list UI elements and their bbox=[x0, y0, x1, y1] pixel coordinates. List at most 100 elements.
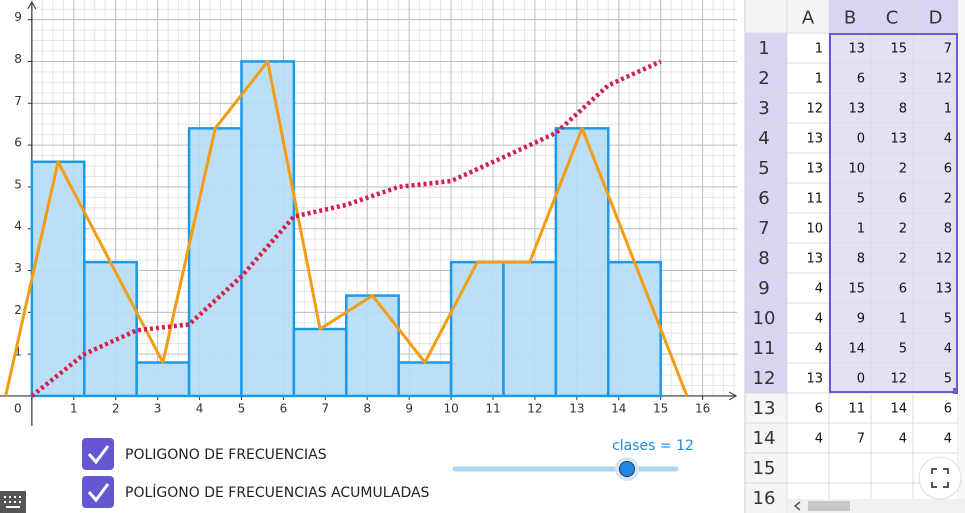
column-header-selected bbox=[829, 0, 958, 33]
cell: 12 bbox=[890, 372, 907, 387]
histogram-bar bbox=[135, 361, 191, 398]
slider-label: clases = 12 bbox=[612, 438, 694, 454]
cell: 2 bbox=[944, 192, 952, 207]
cell: 1 bbox=[899, 312, 907, 327]
row-header-bg bbox=[745, 303, 787, 333]
x-tick-label: 12 bbox=[527, 401, 542, 415]
row-header-bg bbox=[745, 183, 787, 213]
cell: 5 bbox=[899, 342, 907, 357]
y-tick-label: 1 bbox=[14, 345, 22, 359]
cell: 5 bbox=[944, 372, 952, 387]
row-header-bg bbox=[745, 93, 787, 123]
cell: 12 bbox=[935, 252, 952, 267]
row-header: 8 bbox=[758, 248, 769, 269]
slider-knob[interactable] bbox=[619, 461, 635, 477]
x-tick-label: 8 bbox=[363, 401, 371, 415]
x-tick-label: 9 bbox=[405, 401, 413, 415]
cell: 6 bbox=[815, 402, 823, 417]
column-header: C bbox=[886, 8, 899, 29]
x-tick-label: 11 bbox=[485, 401, 500, 415]
cell: 14 bbox=[890, 402, 907, 417]
x-tick-label: 16 bbox=[695, 401, 710, 415]
row-header: 5 bbox=[758, 158, 769, 179]
cell: 13 bbox=[806, 162, 823, 177]
row-header: 16 bbox=[753, 488, 776, 509]
histogram-bar bbox=[345, 294, 400, 398]
cell: 15 bbox=[848, 282, 865, 297]
cell: 9 bbox=[857, 312, 865, 327]
histogram-bar bbox=[83, 260, 138, 398]
row-header: 2 bbox=[758, 68, 769, 89]
checkbox[interactable] bbox=[82, 476, 114, 508]
row-header-bg bbox=[745, 33, 787, 63]
row-header-bg bbox=[745, 423, 787, 453]
y-tick-label: 2 bbox=[14, 303, 22, 317]
row-header: 14 bbox=[753, 428, 776, 449]
cell: 0 bbox=[857, 372, 865, 387]
x-tick-label: 0 bbox=[14, 401, 22, 415]
x-tick-label: 5 bbox=[238, 401, 246, 415]
histogram-bar bbox=[502, 260, 558, 398]
row-header-bg bbox=[745, 483, 787, 513]
cell: 12 bbox=[806, 102, 823, 117]
checkbox-label[interactable]: POLIGONO DE FRECUENCIAS bbox=[125, 447, 327, 463]
checkbox[interactable] bbox=[82, 438, 114, 470]
cell: 13 bbox=[890, 132, 907, 147]
y-axis-arrow bbox=[27, 0, 37, 10]
cell: 8 bbox=[944, 222, 952, 237]
row-header: 1 bbox=[758, 38, 769, 59]
cell: 6 bbox=[944, 402, 952, 417]
cell: 6 bbox=[857, 72, 865, 87]
x-tick-label: 6 bbox=[280, 401, 288, 415]
cell: 2 bbox=[899, 222, 907, 237]
cell: 6 bbox=[899, 282, 907, 297]
check-mark bbox=[87, 445, 110, 465]
row-header: 9 bbox=[758, 278, 769, 299]
fullscreen-button[interactable] bbox=[918, 456, 962, 500]
cell: 13 bbox=[848, 102, 865, 117]
keyboard-button[interactable] bbox=[0, 491, 26, 513]
y-tick-label: 5 bbox=[14, 177, 22, 191]
cell: 4 bbox=[944, 432, 952, 447]
cell: 12 bbox=[935, 72, 952, 87]
row-header: 3 bbox=[758, 98, 769, 119]
x-tick-label: 4 bbox=[196, 401, 204, 415]
cell: 15 bbox=[890, 42, 907, 57]
cell: 3 bbox=[899, 72, 907, 87]
row-header: 12 bbox=[753, 368, 776, 389]
row-header: 7 bbox=[758, 218, 769, 239]
column-header: A bbox=[802, 8, 815, 29]
row-header: 4 bbox=[758, 128, 769, 149]
row-header-bg bbox=[745, 273, 787, 303]
checkbox-label[interactable]: POLÍGONO DE FRECUENCIAS ACUMULADAS bbox=[125, 484, 430, 501]
row-header: 11 bbox=[753, 338, 776, 359]
cell: 4 bbox=[815, 432, 823, 447]
histogram-bar bbox=[292, 327, 348, 398]
histogram-bar bbox=[397, 361, 453, 398]
h-scroll-thumb bbox=[808, 501, 850, 511]
cell: 1 bbox=[857, 222, 865, 237]
polygon-line bbox=[4, 59, 689, 397]
cell: 4 bbox=[944, 342, 952, 357]
y-tick-label: 6 bbox=[14, 136, 22, 150]
cell: 10 bbox=[806, 222, 823, 237]
row-header-bg bbox=[745, 453, 787, 483]
histogram-bar bbox=[607, 260, 662, 398]
cell: 4 bbox=[815, 312, 823, 327]
cell: 13 bbox=[806, 252, 823, 267]
y-tick-label: 9 bbox=[14, 10, 22, 24]
cell: 1 bbox=[815, 72, 823, 87]
y-tick-label: 3 bbox=[14, 261, 22, 275]
x-axis-arrow bbox=[728, 391, 738, 401]
y-tick-label: 7 bbox=[14, 94, 22, 108]
selection-handle bbox=[953, 388, 959, 394]
column-header: B bbox=[844, 8, 856, 29]
y-tick-label: 4 bbox=[14, 219, 22, 233]
row-header: 13 bbox=[753, 398, 776, 419]
cell: 11 bbox=[848, 402, 865, 417]
cell: 1 bbox=[944, 102, 952, 117]
cell: 10 bbox=[848, 162, 865, 177]
